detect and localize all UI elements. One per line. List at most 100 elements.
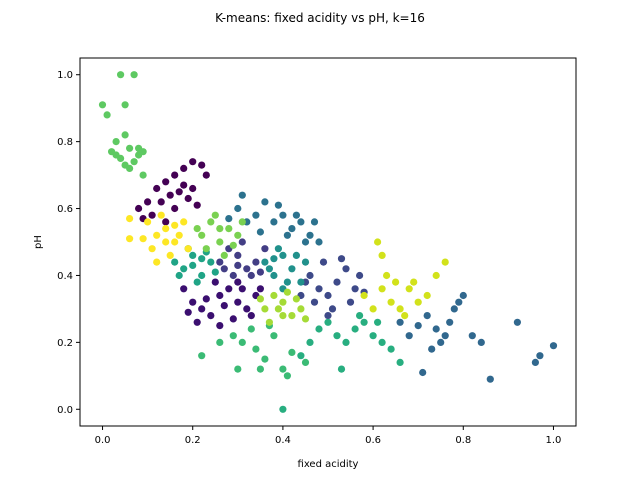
cluster-9-point	[252, 345, 260, 353]
cluster-13-point	[432, 271, 440, 280]
cluster-4-point	[441, 332, 449, 340]
cluster-4-point	[396, 318, 404, 326]
cluster-10-point	[139, 171, 147, 179]
cluster-12-point	[292, 295, 300, 303]
cluster-7-point	[175, 271, 183, 280]
cluster-13-point	[423, 291, 431, 300]
cluster-5-point	[252, 211, 260, 219]
cluster-0-point	[171, 171, 179, 179]
cluster-4-point	[405, 332, 413, 340]
cluster-2-point	[324, 291, 332, 300]
cluster-8-point	[297, 352, 305, 360]
cluster-1-point	[225, 285, 233, 293]
cluster-13-point	[383, 271, 391, 280]
cluster-4-point	[531, 358, 540, 366]
y-tick-label: 0.4	[57, 271, 73, 282]
cluster-13-point	[410, 278, 418, 286]
cluster-12-point	[265, 318, 273, 326]
cluster-10-point	[130, 71, 138, 79]
cluster-4-point	[455, 298, 463, 306]
y-tick-label: 1.0	[57, 70, 73, 81]
cluster-7-point	[198, 271, 206, 280]
cluster-14-point	[162, 238, 170, 246]
cluster-8-point	[396, 358, 404, 366]
cluster-1-point	[193, 318, 201, 326]
cluster-5-point	[306, 231, 314, 239]
cluster-11-point	[220, 251, 228, 259]
cluster-5-point	[225, 215, 233, 223]
cluster-6-point	[274, 245, 282, 253]
cluster-9-point	[234, 365, 242, 373]
cluster-2-point	[356, 271, 364, 280]
cluster-8-point	[279, 405, 287, 413]
cluster-3-point	[256, 268, 264, 276]
cluster-10-point	[130, 158, 138, 166]
cluster-11-point	[198, 231, 206, 239]
cluster-5-point	[315, 238, 323, 246]
cluster-12-point	[279, 312, 287, 320]
cluster-13-point	[387, 298, 395, 306]
cluster-10-point	[121, 101, 129, 109]
cluster-1-point	[229, 315, 237, 323]
cluster-13-point	[441, 258, 449, 266]
cluster-2-point	[328, 305, 337, 313]
cluster-11-point	[202, 245, 210, 253]
plot-frame	[79, 57, 577, 427]
cluster-14-point	[153, 231, 161, 239]
cluster-1-point	[216, 322, 224, 330]
cluster-1-point	[234, 278, 242, 286]
cluster-14-point	[180, 218, 188, 226]
cluster-4-point	[446, 318, 454, 326]
cluster-5-point	[238, 191, 246, 199]
cluster-10-point	[112, 151, 120, 159]
cluster-6-point	[292, 251, 300, 259]
cluster-9-point	[301, 358, 310, 366]
cluster-6-point	[261, 258, 269, 266]
cluster-2-point	[342, 265, 350, 273]
cluster-8-point	[306, 338, 314, 346]
cluster-9-point	[198, 352, 206, 360]
cluster-3-point	[252, 258, 260, 266]
cluster-2-point	[310, 298, 319, 306]
cluster-3-point	[229, 271, 237, 280]
cluster-13-point	[392, 278, 400, 286]
cluster-12-point	[301, 315, 310, 323]
cluster-4-point	[459, 291, 467, 300]
cluster-14-point	[153, 258, 161, 266]
y-tick-label: 0.2	[57, 338, 73, 349]
cluster-9-point	[216, 338, 224, 346]
x-tick-label: 0.6	[365, 435, 381, 446]
cluster-3-point	[247, 271, 255, 280]
cluster-14-point	[144, 218, 152, 226]
cluster-2-point	[319, 258, 328, 266]
cluster-0-point	[157, 198, 165, 206]
cluster-5-point	[297, 218, 305, 226]
cluster-0-point	[175, 188, 183, 196]
cluster-1-point	[234, 298, 242, 306]
cluster-12-point	[283, 288, 291, 296]
cluster-8-point	[360, 318, 368, 326]
cluster-8-point	[356, 312, 364, 320]
cluster-1-point	[180, 285, 188, 293]
cluster-3-point	[261, 245, 269, 253]
cluster-4-point	[477, 338, 485, 346]
cluster-13-point	[378, 251, 386, 259]
cluster-14-point	[126, 215, 134, 223]
cluster-10-point	[121, 131, 129, 139]
cluster-0-point	[162, 178, 170, 186]
x-tick-label: 1.0	[546, 435, 562, 446]
cluster-10-point	[121, 161, 129, 169]
cluster-14-point	[126, 235, 134, 243]
cluster-5-point	[234, 204, 242, 213]
cluster-4-point	[414, 322, 422, 330]
x-tick-label: 0.2	[185, 435, 201, 446]
cluster-10-point	[126, 144, 134, 152]
cluster-2-point	[351, 285, 359, 293]
x-tick-label: 0.0	[95, 435, 111, 446]
cluster-11-point	[216, 225, 224, 233]
cluster-9-point	[229, 332, 237, 340]
cluster-0-point	[189, 158, 197, 166]
cluster-8-point	[337, 365, 346, 373]
cluster-0-point	[171, 204, 179, 213]
cluster-5-point	[279, 211, 287, 219]
